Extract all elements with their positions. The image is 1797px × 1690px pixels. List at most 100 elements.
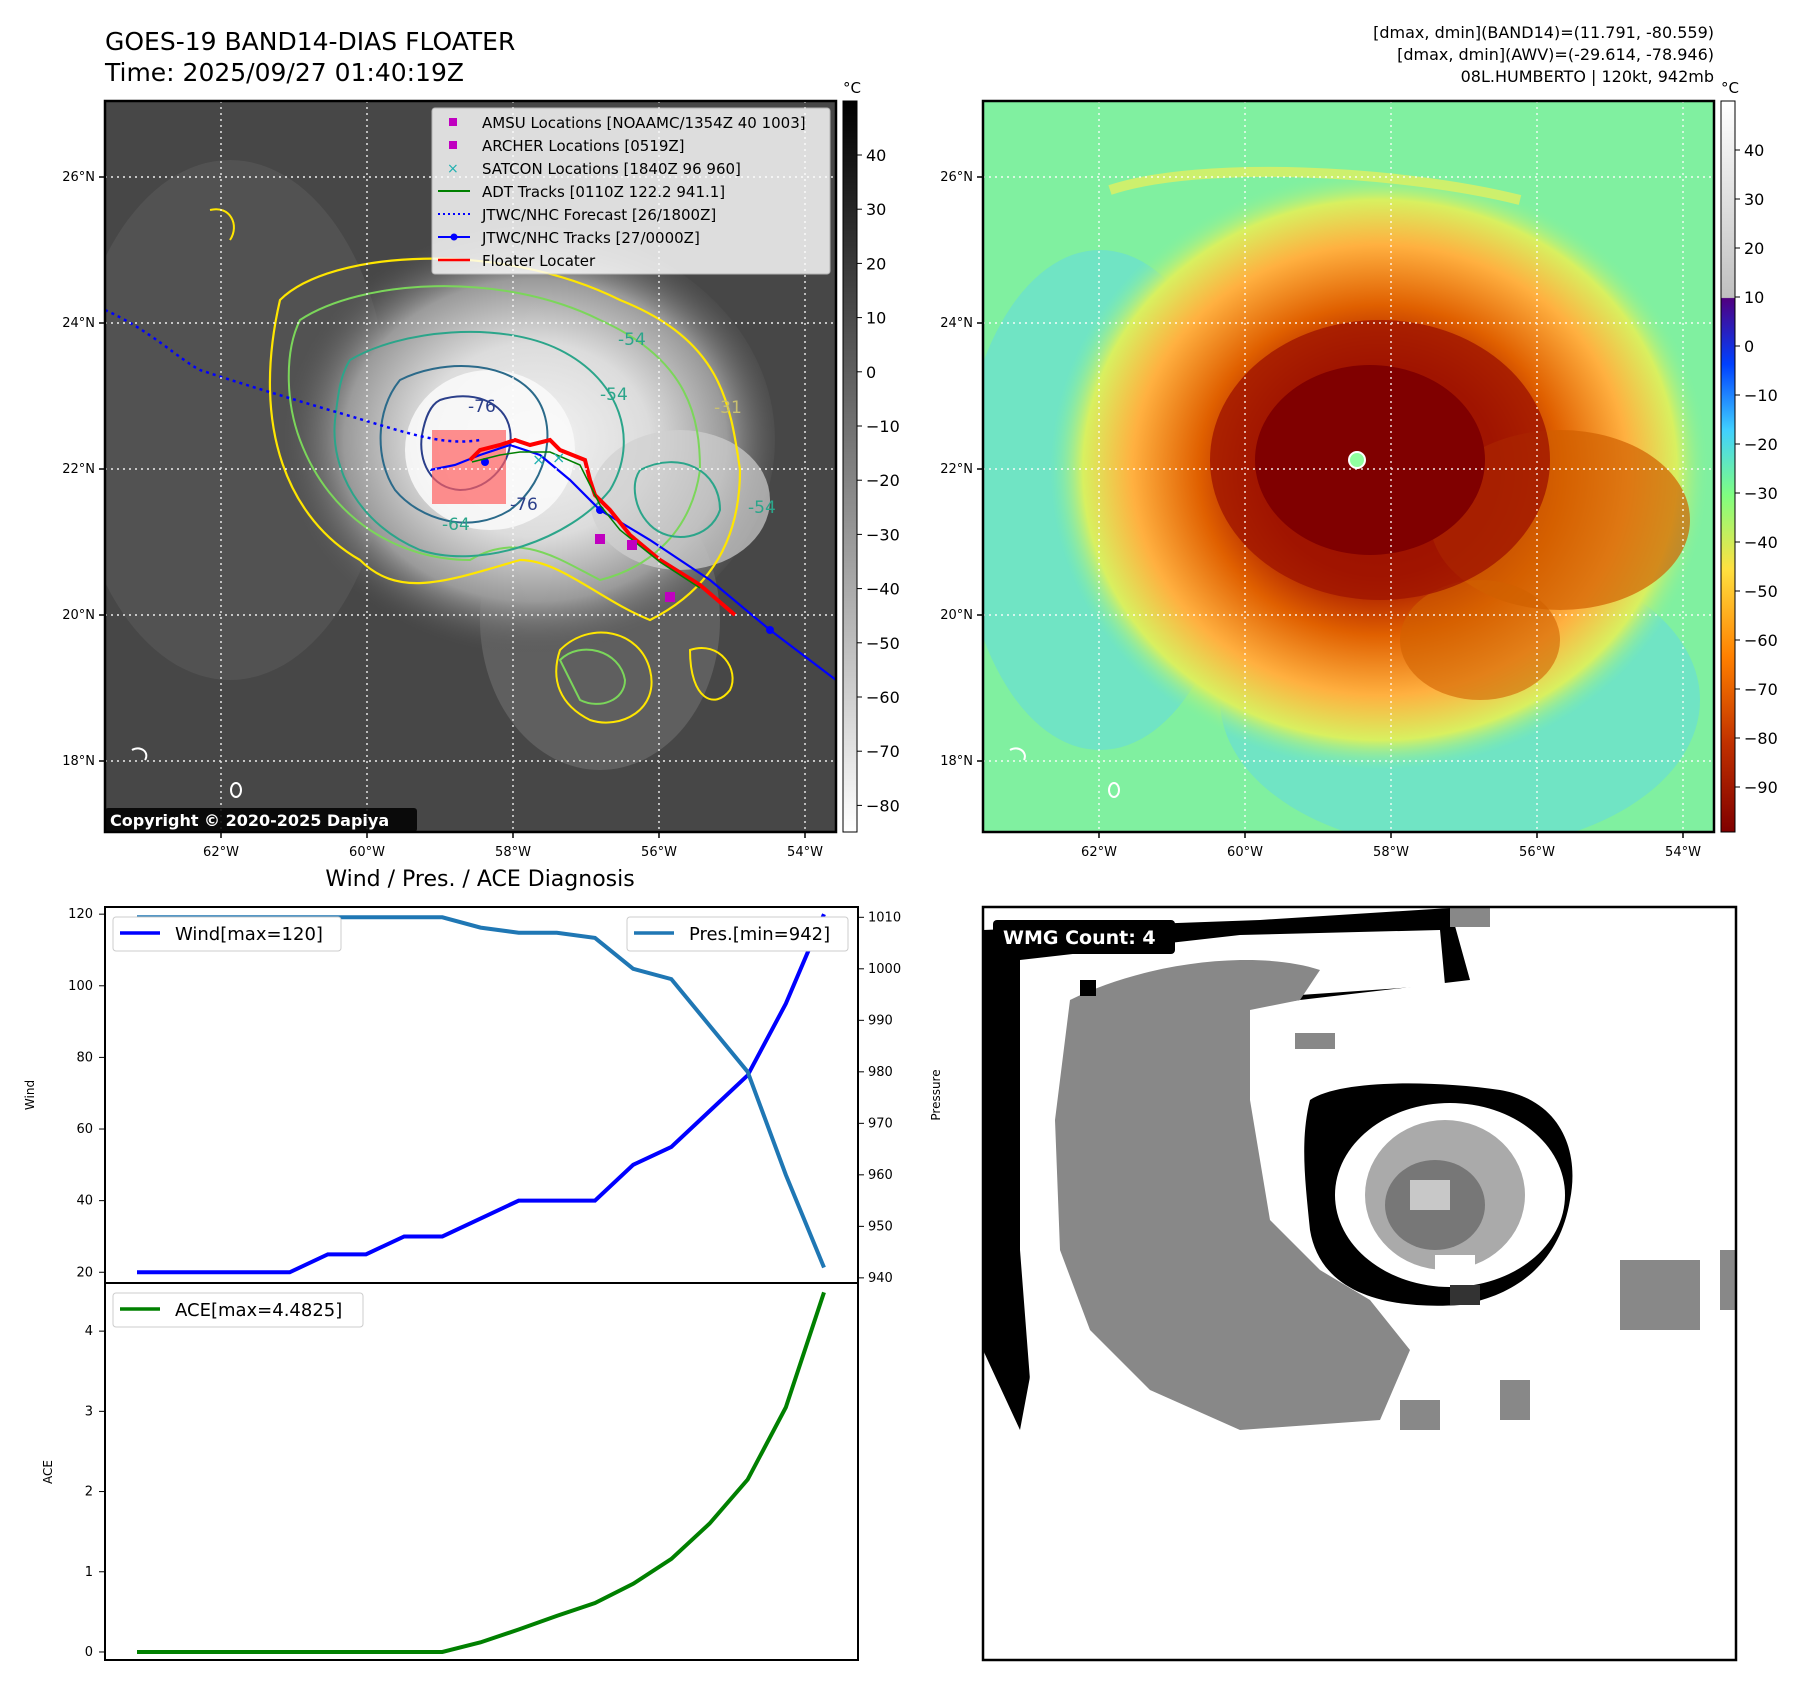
wind-series-line [137, 913, 826, 1275]
wind-tick-label: 100 [68, 979, 93, 994]
pressure-tick-label: 1000 [868, 962, 901, 977]
wind-tick-label: 80 [76, 1050, 93, 1065]
pressure-tick-label: 960 [868, 1168, 893, 1183]
gray-colorbar-tick-label: 10 [866, 309, 886, 328]
map-legend: AMSU Locations [NOAAMC/1354Z 40 1003] AR… [431, 107, 831, 275]
gray-colorbar-unit: °C [843, 79, 861, 97]
lat-tick-label: 18°N [940, 754, 973, 769]
ace-tick-label: 4 [85, 1324, 93, 1339]
lat-tick-label: 26°N [62, 170, 95, 185]
wind-tick-label: 40 [76, 1194, 93, 1209]
lon-tick-label: 58°W [1373, 845, 1409, 860]
ir-color-map [983, 101, 1714, 832]
lon-tick-label: 62°W [203, 845, 239, 860]
color-colorbar-tick-label: −60 [1744, 631, 1778, 650]
ace-axis-label: ACE [41, 1460, 55, 1484]
contour-label: -31 [714, 398, 742, 418]
svg-text:×: × [532, 450, 545, 469]
lat-tick-label: 22°N [940, 462, 973, 477]
gray-colorbar-tick-label: −20 [866, 471, 900, 490]
gray-colorbar-tick-label: −60 [866, 688, 900, 707]
wind-tick-label: 120 [68, 907, 93, 922]
pressure-tick-label: 950 [868, 1219, 893, 1234]
legend-floater: Floater Locater [482, 252, 596, 270]
color-colorbar-tick-label: −80 [1744, 729, 1778, 748]
lon-tick-label: 54°W [1665, 845, 1701, 860]
info-storm: 08L.HUMBERTO | 120kt, 942mb [1461, 67, 1714, 86]
contour-label: -64 [442, 515, 470, 535]
gray-colorbar-tick-label: −50 [866, 634, 900, 653]
gray-colorbar-tick-label: −70 [866, 742, 900, 761]
pressure-tick-label: 940 [868, 1271, 893, 1286]
color-colorbar-tick-label: 20 [1744, 239, 1764, 258]
wind-tick-label: 20 [76, 1265, 93, 1280]
gray-colorbar-tick-label: −40 [866, 580, 900, 599]
contour-label: -54 [600, 385, 628, 405]
color-colorbar-tick-label: 0 [1744, 337, 1754, 356]
pressure-legend: Pres.[min=942] [626, 916, 849, 952]
svg-text:×: × [552, 448, 565, 467]
legend-satcon: SATCON Locations [1840Z 96 960] [482, 160, 741, 178]
ace-tick-label: 1 [85, 1565, 93, 1580]
floater-track-line [468, 437, 737, 617]
gray-colorbar-tick-label: −80 [866, 796, 900, 815]
lat-tick-label: 18°N [62, 754, 95, 769]
legend-ace: ACE[max=4.4825] [175, 1300, 342, 1321]
lat-tick-label: 26°N [940, 170, 973, 185]
color-colorbar-tick-label: −20 [1744, 435, 1778, 454]
color-colorbar-tick-label: −40 [1744, 533, 1778, 552]
lat-tick-label: 24°N [940, 316, 973, 331]
jtwc-forecast-line [105, 308, 481, 443]
color-colorbar-tick-label: −50 [1744, 582, 1778, 601]
legend-pressure: Pres.[min=942] [689, 924, 830, 945]
wmg-count: WMG Count: 4 [1003, 927, 1156, 949]
color-colorbar-tick-label: 30 [1744, 190, 1764, 209]
contour-label: -76 [510, 495, 538, 515]
figure-title: GOES-19 BAND14-DIAS FLOATER [105, 27, 515, 56]
gray-colorbar-tick-label: 0 [866, 363, 876, 382]
legend-adt: ADT Tracks [0110Z 122.2 941.1] [482, 183, 725, 201]
gray-colorbar-tick-label: 30 [866, 200, 886, 219]
ace-tick-label: 0 [85, 1645, 93, 1660]
lon-tick-label: 56°W [641, 845, 677, 860]
chart-title: Wind / Pres. / ACE Diagnosis [325, 867, 634, 892]
gray-colorbar-tick-label: −30 [866, 525, 900, 544]
lon-tick-label: 58°W [495, 845, 531, 860]
color-colorbar-tick-label: −30 [1744, 484, 1778, 503]
copyright: Copyright © 2020-2025 Dapiya [110, 811, 389, 830]
pressure-tick-label: 1010 [868, 910, 901, 925]
wind-axis-label: Wind [23, 1080, 37, 1110]
legend-wind: Wind[max=120] [175, 924, 323, 945]
legend-archer: ARCHER Locations [0519Z] [482, 137, 685, 155]
ace-tick-label: 2 [85, 1485, 93, 1500]
gray-colorbar-tick-label: 20 [866, 254, 886, 273]
gray-colorbar-tick-label: 40 [866, 146, 886, 165]
figure-time: Time: 2025/09/27 01:40:19Z [104, 58, 464, 87]
color-colorbar: °C 40 30 20 10 0 −10 −20 −30 −40 −50 −60 −70 −80 −90 [1720, 79, 1778, 833]
pressure-axis-label: Pressure [929, 1069, 943, 1120]
info-band14: [dmax, dmin](BAND14)=(11.791, -80.559) [1373, 23, 1714, 42]
ace-legend: ACE[max=4.4825] [112, 1292, 364, 1328]
wind-legend: Wind[max=120] [112, 916, 342, 952]
gray-colorbar-tick-label: −10 [866, 417, 900, 436]
ace-tick-label: 3 [85, 1404, 93, 1419]
pressure-tick-label: 980 [868, 1065, 893, 1080]
pressure-tick-label: 970 [868, 1116, 893, 1131]
legend-amsu: AMSU Locations [NOAAMC/1354Z 40 1003] [482, 114, 806, 132]
color-colorbar-tick-label: −90 [1744, 778, 1778, 797]
color-colorbar-tick-label: −70 [1744, 680, 1778, 699]
lon-tick-label: 54°W [787, 845, 823, 860]
contour-label: -54 [748, 498, 776, 518]
lon-tick-label: 60°W [349, 845, 385, 860]
color-colorbar-tick-label: 40 [1744, 141, 1764, 160]
wmg-panel [983, 907, 1736, 1660]
lat-tick-label: 22°N [62, 462, 95, 477]
contour-label: -54 [618, 330, 646, 350]
color-colorbar-tick-label: −10 [1744, 386, 1778, 405]
gray-colorbar: °C 40 30 20 10 0 −10 −20 −30 −40 −50 −60 −70 −80 [842, 79, 900, 833]
lat-tick-label: 24°N [62, 316, 95, 331]
contour-label: -76 [468, 397, 496, 417]
color-colorbar-tick-label: 10 [1744, 288, 1764, 307]
svg-text:×: × [447, 161, 459, 177]
